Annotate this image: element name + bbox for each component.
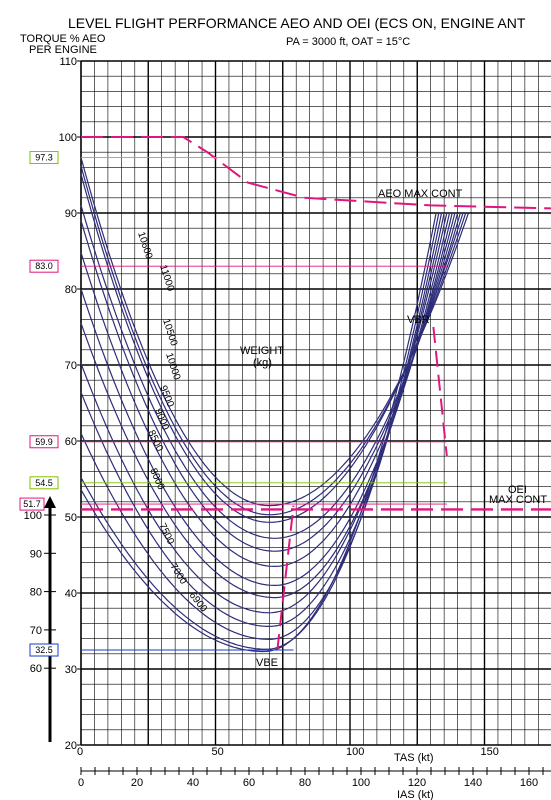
chart-subtitle: PA = 3000 ft, OAT = 15°C: [286, 36, 410, 48]
oei-label-line1: OEI: [508, 484, 527, 496]
callout-box: [29, 643, 59, 657]
weight-curve-label: 8000: [147, 467, 166, 492]
y-tick-label: 90: [65, 208, 77, 220]
callout-box: [29, 259, 59, 273]
oei-scale-label: 60: [30, 663, 42, 675]
x-tick-label: 100: [346, 746, 364, 758]
weight-curve: [80, 212, 437, 653]
weight-label: WEIGHT: [240, 345, 284, 357]
chart-title: LEVEL FLIGHT PERFORMANCE AEO AND OEI (EC…: [68, 15, 526, 31]
y-tick-label: 110: [59, 56, 77, 68]
x-tick-label: 50: [212, 746, 224, 758]
weight-unit-label: (kg): [253, 357, 272, 369]
weight-curve-label: 10500: [160, 318, 179, 348]
x-tick-label: 0: [77, 746, 83, 758]
callout-box: [29, 476, 59, 490]
y-tick-label: 70: [65, 360, 77, 372]
ias-tick-label: 100: [352, 777, 370, 789]
y-tick-label: 20: [65, 740, 77, 752]
ias-tick-label: 80: [299, 777, 311, 789]
ias-tick-label: 160: [520, 777, 538, 789]
y-tick-label: 50: [65, 512, 77, 524]
ias-tick-label: 20: [131, 777, 143, 789]
x-tick-label: 150: [481, 746, 499, 758]
limit-lines: [81, 136, 551, 651]
weight-curve: [80, 174, 464, 523]
y-tick-label: 30: [65, 664, 77, 676]
oei-scale-label: 90: [30, 548, 42, 560]
callout-value: 32.5: [35, 645, 53, 655]
y-axis-label-line1: TORQUE % AEO: [20, 33, 106, 45]
y-axis-label-line2: PER ENGINE: [29, 44, 97, 56]
weight-curve-label: 10000: [163, 352, 182, 382]
oei-scale-label: 70: [30, 625, 42, 637]
ias-tick-label: 140: [464, 777, 482, 789]
vbe-label: VBE: [256, 657, 278, 669]
weight-curve: [80, 212, 443, 641]
weight-curve: [80, 157, 469, 507]
oei-scale-arrow-head: [44, 496, 56, 508]
aeo-max-cont-label: AEO MAX CONT: [378, 188, 463, 200]
ias-axis-label: IAS (kt): [397, 789, 434, 800]
y-tick-label: 80: [65, 284, 77, 296]
callout-box: [29, 435, 59, 449]
ias-tick-label: 60: [243, 777, 255, 789]
callout-value: 59.9: [35, 437, 53, 447]
callout-box: [19, 497, 45, 511]
callout-value: 51.7: [23, 499, 41, 509]
weight-curves: [80, 157, 469, 653]
callout-value: 83.0: [35, 261, 53, 271]
ias-tick-label: 0: [78, 777, 84, 789]
callout-box: [29, 151, 59, 165]
callout-value: 97.3: [35, 153, 53, 163]
callout-value: 54.5: [35, 478, 53, 488]
vbe-line: [276, 505, 295, 651]
oei-scale-label: 80: [30, 587, 42, 599]
vbr-line: [432, 326, 448, 457]
y-tick-label: 60: [65, 436, 77, 448]
vbr-label: VBR: [407, 314, 430, 326]
y-tick-label: 100: [59, 132, 77, 144]
chart-grid: [81, 60, 551, 745]
weight-curve: [80, 212, 440, 650]
y-tick-label: 40: [65, 588, 77, 600]
weight-curve-label: 10600: [135, 231, 154, 261]
oei-scale-label: 100: [24, 510, 42, 522]
x-axis-label: TAS (kt): [394, 752, 434, 764]
ias-tick-label: 40: [187, 777, 199, 789]
ias-tick-label: 120: [408, 777, 426, 789]
weight-curve-label: 7500: [156, 521, 176, 546]
aeo-max-cont-line: [81, 136, 551, 210]
oei-label-line2: MAX CONT: [489, 494, 547, 506]
